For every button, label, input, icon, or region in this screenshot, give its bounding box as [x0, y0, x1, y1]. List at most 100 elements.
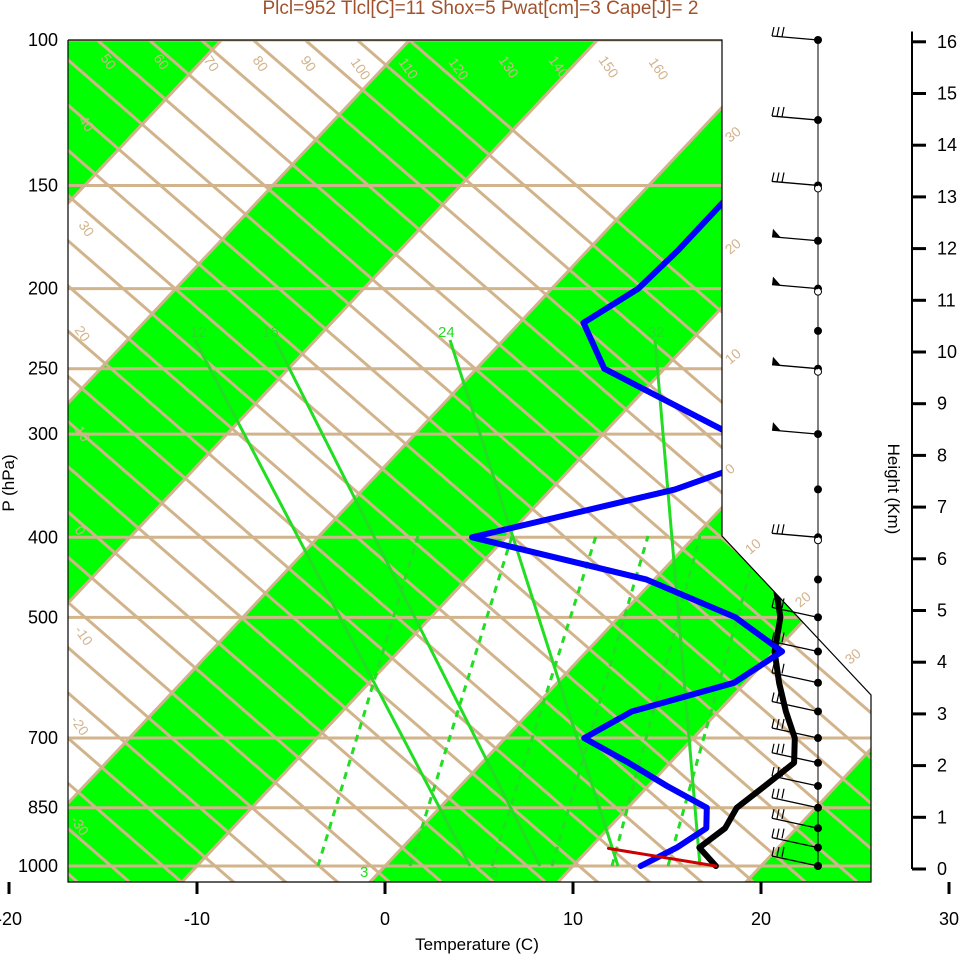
isotherm-label: -20	[68, 713, 93, 739]
dry-adiabat	[154, 40, 871, 882]
mixing-ratio-label: 12	[190, 324, 207, 341]
height-tick-label: 7	[937, 497, 947, 517]
mixing-ratio-line	[666, 564, 754, 867]
height-dot	[814, 575, 822, 584]
wind-barb-flag	[772, 276, 781, 286]
height-tick-label: 16	[937, 32, 957, 52]
wind-barb-feather	[781, 766, 785, 777]
wind-barb-feather	[776, 828, 780, 839]
wind-barb-feather	[771, 663, 775, 673]
y2-axis-title: Height (Km)	[884, 444, 903, 535]
height-tick-label: 5	[937, 601, 947, 621]
mixing-ratio-lines	[193, 339, 754, 867]
wind-barb-feather	[776, 663, 780, 674]
height-tick-label: 12	[937, 239, 957, 259]
x-tick-label: 30	[939, 909, 959, 929]
wind-barb-feather	[781, 172, 785, 183]
wind-barb-feather	[771, 743, 775, 753]
dry-adiabat	[68, 40, 871, 882]
wind-barb-feather	[771, 106, 775, 117]
wind-barb	[771, 836, 819, 849]
parcel-line	[606, 846, 718, 868]
mixing-ratio-line	[550, 535, 650, 867]
isotherm-bands	[68, 40, 871, 882]
isotherm-band	[68, 40, 617, 882]
pressure-tick-label: 150	[28, 175, 58, 195]
height-tick-label: 8	[937, 445, 947, 465]
isotherm-line	[726, 40, 871, 882]
pressure-tick-label: 1000	[18, 856, 58, 876]
height-tick-label: 15	[937, 84, 957, 104]
wind-barb-feather	[771, 692, 775, 702]
isotherm-label: 10	[722, 345, 744, 367]
dry-adiabat	[68, 40, 789, 882]
isotherm-line	[68, 40, 242, 882]
dry-adiabat	[68, 40, 269, 882]
wind-barb-feather	[776, 766, 780, 777]
pressure-tick-label: 400	[28, 527, 58, 547]
wind-barb-feather	[771, 632, 775, 642]
x-axis-title: Temperature (C)	[415, 935, 539, 954]
wind-barb	[771, 640, 819, 653]
mixing-ratio-line	[490, 535, 598, 867]
mixing-ratio-label: 32	[648, 324, 665, 341]
height-tick-label: 14	[937, 135, 957, 155]
mixing-ratio-line	[193, 339, 472, 867]
dry-adiabat	[68, 40, 737, 882]
wind-barb-feather	[776, 692, 780, 702]
wind-barb-feather	[771, 26, 775, 37]
isotherm-band	[727, 40, 871, 882]
height-tick-label: 13	[937, 187, 957, 207]
wind-barb	[771, 606, 819, 618]
wind-barb-feather	[776, 632, 780, 643]
wind-barb	[771, 727, 819, 739]
isotherm-line	[538, 40, 871, 882]
height-open-dot	[814, 536, 822, 545]
wind-barb-feather	[771, 846, 775, 857]
plot-frame	[67, 39, 872, 883]
isotherm-line	[68, 40, 430, 882]
wind-barb-feather	[781, 809, 785, 820]
dry-adiabat	[68, 40, 581, 882]
mixing-ratio-label: 24	[438, 324, 455, 341]
plot-area	[68, 40, 871, 882]
wind-barb	[771, 115, 819, 121]
height-tick-label: 3	[937, 704, 947, 724]
wind-barb-feather	[781, 692, 785, 703]
wind-barb-feather	[776, 26, 780, 37]
wind-barb-feather	[776, 106, 780, 117]
wind-barb-feather	[776, 172, 780, 182]
wind-barb	[771, 35, 819, 41]
wind-barb-feather	[781, 846, 785, 857]
height-tick-label: 6	[937, 549, 947, 569]
mixing-ratio-label: 8	[490, 864, 498, 881]
height-dot	[814, 326, 822, 335]
wind-barb-feather	[771, 598, 775, 608]
mixing-ratio-label: 3	[360, 864, 368, 881]
wind-barb-feather	[781, 106, 785, 117]
height-tick-label: 2	[937, 756, 947, 776]
dry-adiabat	[68, 40, 871, 882]
dry-adiabat	[68, 40, 685, 882]
pressure-tick-label: 100	[28, 30, 58, 50]
mixing-ratio-line	[273, 339, 542, 867]
pressure-tick-label: 700	[28, 728, 58, 748]
wind-barb-feather	[781, 828, 785, 839]
dry-adiabat	[68, 40, 633, 882]
isotherm-label: 30	[76, 218, 98, 240]
pressure-tick-label: 850	[28, 798, 58, 818]
x-tick-label: 10	[563, 909, 583, 929]
dewpoint-line	[469, 40, 871, 869]
wind-barb-feather	[776, 809, 780, 819]
dry-adiabat	[68, 40, 373, 882]
wind-barb-feather	[771, 788, 775, 798]
wind-barb	[771, 775, 819, 787]
dry-adiabat	[68, 40, 425, 882]
wind-barb-feather	[781, 788, 785, 799]
wind-barb-feather	[771, 809, 775, 819]
isotherm-label: 30	[722, 123, 744, 145]
wind-barb-feather	[771, 172, 775, 182]
dry-adiabat	[68, 40, 529, 882]
isotherm-label: 160	[646, 55, 673, 83]
